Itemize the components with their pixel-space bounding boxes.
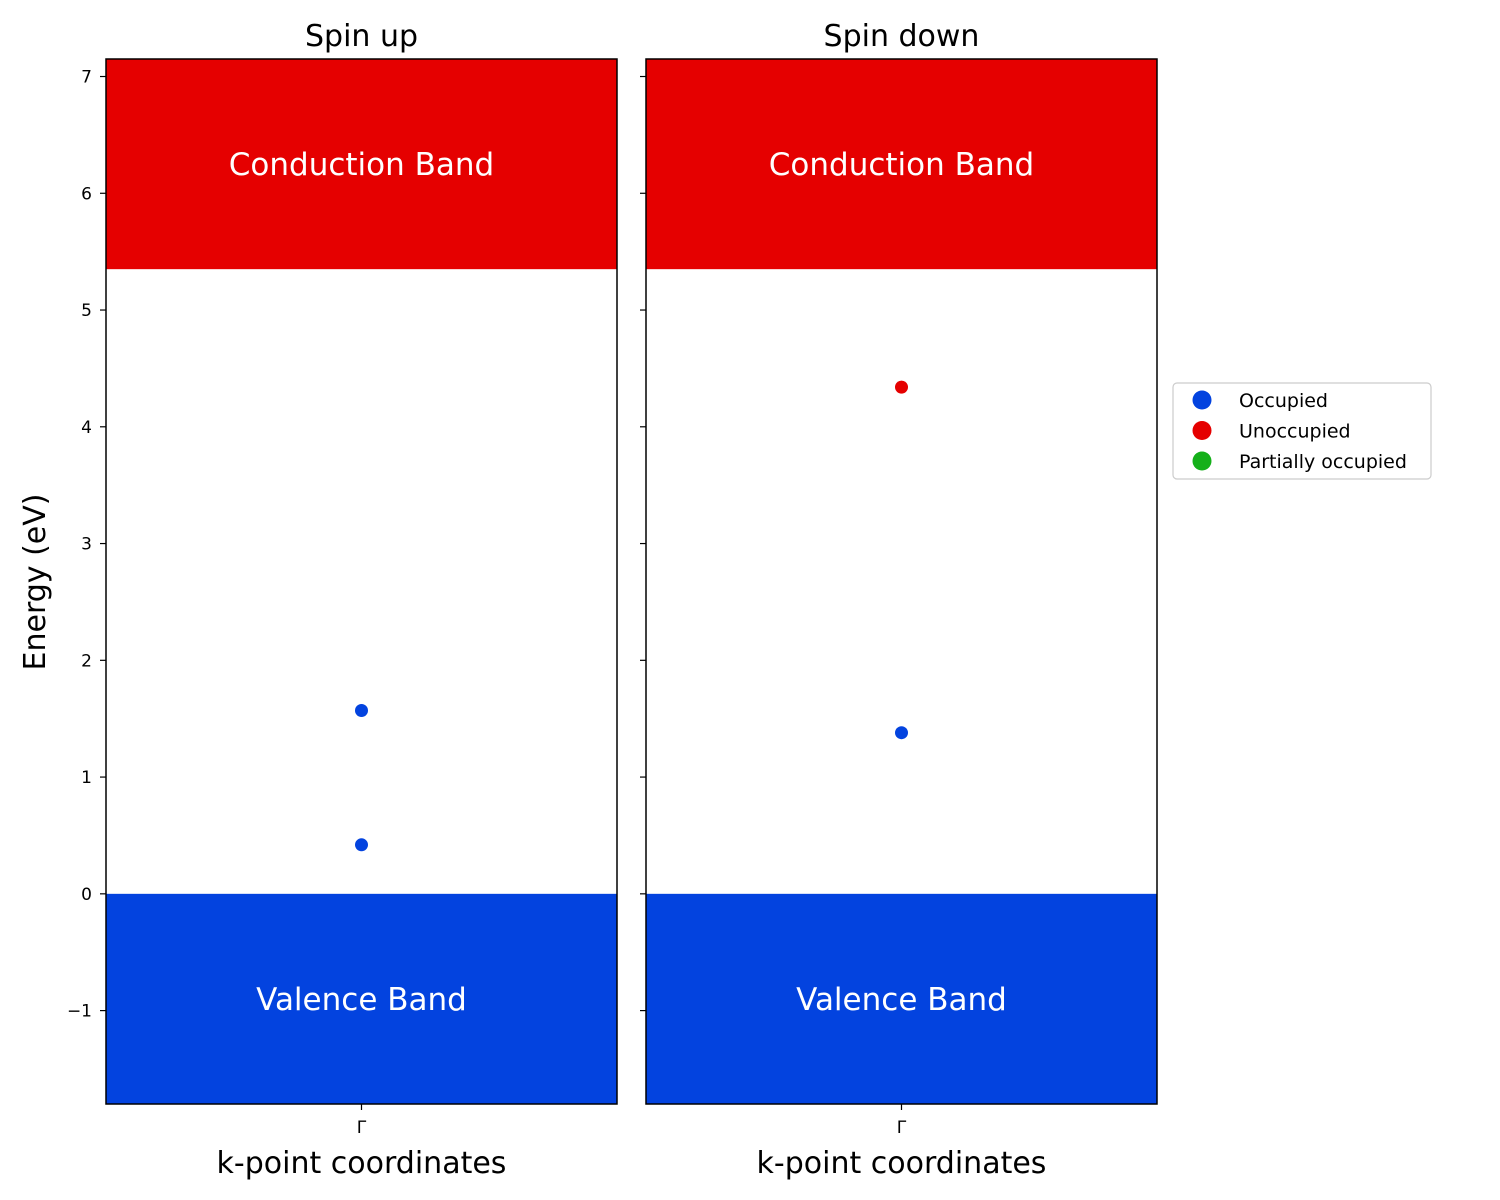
y-axis-label: Energy (eV) bbox=[18, 494, 53, 671]
conduction-band-region bbox=[106, 59, 617, 270]
panel-title: Spin down bbox=[824, 19, 980, 54]
occupied-state-point bbox=[355, 838, 368, 852]
x-axis-label: k-point coordinates bbox=[757, 1146, 1047, 1181]
y-tick-label: −1 bbox=[67, 1002, 92, 1022]
y-axis-ticks bbox=[640, 75, 646, 1012]
legend-marker bbox=[1192, 390, 1212, 410]
legend-frame bbox=[1172, 382, 1432, 480]
occupied-state-point bbox=[895, 726, 908, 740]
legend-label: Occupied bbox=[1239, 390, 1328, 412]
occupied-state-point bbox=[355, 704, 368, 718]
legend: Occupied Unoccupied Partially occupied bbox=[1172, 382, 1432, 480]
x-tick-label-gamma: Γ bbox=[357, 1118, 367, 1138]
y-tick-label: 1 bbox=[81, 768, 92, 788]
state-points bbox=[895, 380, 908, 740]
y-tick-label: 4 bbox=[81, 418, 92, 438]
valence-band-region bbox=[106, 893, 617, 1104]
valence-band-label: Valence Band bbox=[256, 982, 467, 1018]
panel-title: Spin up bbox=[305, 19, 418, 54]
valence-band-region bbox=[646, 893, 1157, 1104]
valence-band-label: Valence Band bbox=[796, 982, 1007, 1018]
conduction-band-label: Conduction Band bbox=[229, 147, 494, 183]
y-tick-label: 6 bbox=[81, 184, 92, 204]
panel-spin-down: Conduction Band Valence Band Γ Spin down… bbox=[640, 19, 1158, 1181]
legend-label: Unoccupied bbox=[1239, 421, 1351, 443]
legend-marker bbox=[1192, 451, 1212, 471]
y-axis-ticks: −1 0 1 2 3 4 5 6 7 bbox=[67, 68, 106, 1022]
y-tick-label: 3 bbox=[81, 535, 92, 555]
legend-label: Partially occupied bbox=[1239, 451, 1407, 473]
state-points bbox=[355, 704, 368, 852]
panel-spin-up: Conduction Band Valence Band −101234567 … bbox=[67, 19, 618, 1181]
y-tick-label: 0 bbox=[81, 885, 92, 905]
conduction-band-label: Conduction Band bbox=[769, 147, 1034, 183]
y-tick-label: 5 bbox=[81, 301, 92, 321]
legend-marker bbox=[1192, 421, 1212, 440]
conduction-band-region bbox=[646, 59, 1157, 270]
unoccupied-state-point bbox=[895, 380, 908, 394]
x-axis-label: k-point coordinates bbox=[217, 1146, 507, 1181]
legend-entries: Occupied Unoccupied Partially occupied bbox=[1192, 390, 1407, 473]
y-tick-label: 2 bbox=[81, 651, 92, 671]
x-tick-label-gamma: Γ bbox=[897, 1118, 907, 1138]
y-tick-label: 7 bbox=[81, 68, 92, 88]
